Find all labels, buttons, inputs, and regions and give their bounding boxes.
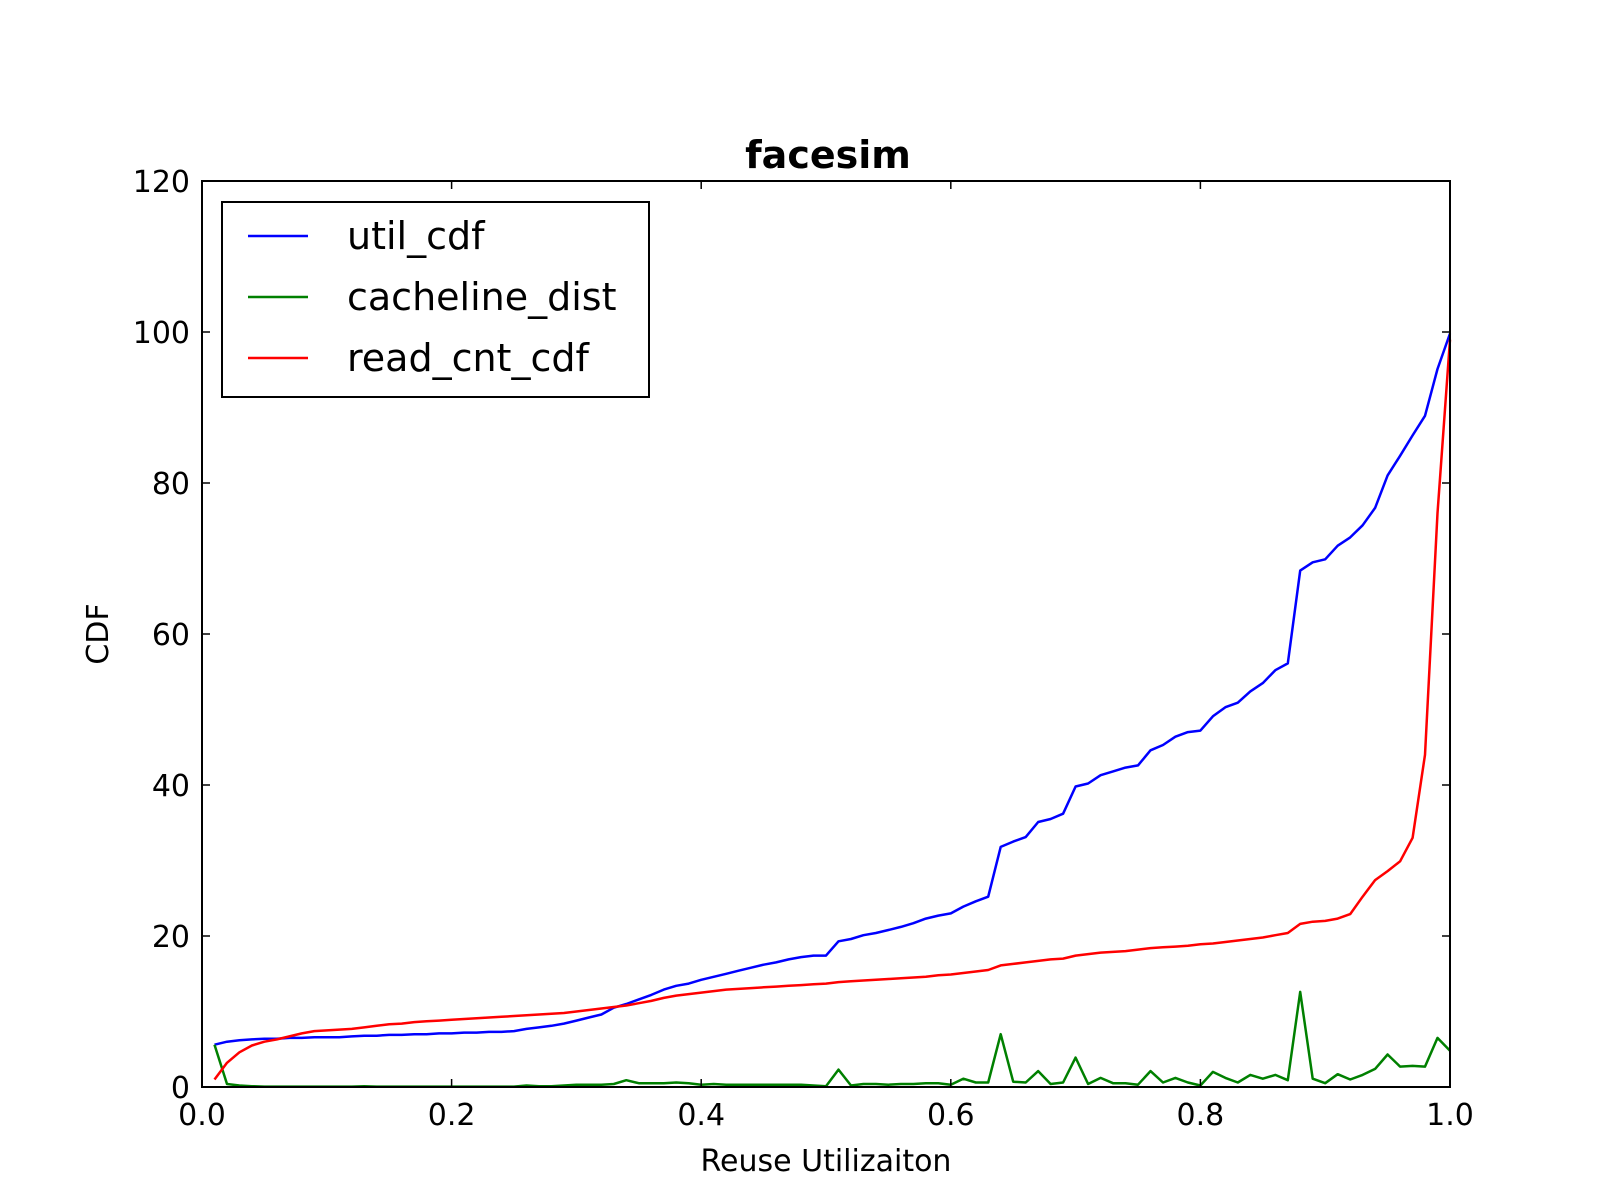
legend-label-util-cdf: util_cdf <box>347 214 486 258</box>
legend-label-read-cnt-cdf: read_cnt_cdf <box>347 336 590 380</box>
legend-box <box>221 201 650 398</box>
series-line-util-cdf <box>214 333 1452 1046</box>
x-tick-label: 0.4 <box>677 1098 725 1133</box>
y-tick-label: 40 <box>152 769 190 804</box>
series-line-cacheline-dist <box>213 990 1451 1088</box>
plot-frame <box>201 180 1451 1088</box>
series-layer <box>213 333 1452 1088</box>
x-tick-label: 0.2 <box>428 1098 476 1133</box>
x-axis-label: Reuse Utilizaiton <box>701 1144 952 1179</box>
y-tick-label: 0 <box>171 1071 190 1106</box>
y-tick-label: 80 <box>152 467 190 502</box>
y-axis-label: CDF <box>81 603 116 664</box>
ticks-layer: 0.0 0.2 0.4 0.6 0.8 1.0 0 20 40 60 80 100 120 <box>133 165 1474 1133</box>
y-tick-label: 60 <box>152 618 190 653</box>
series-line-read-cnt-cdf <box>213 339 1452 1081</box>
y-tick-label: 120 <box>133 165 190 200</box>
y-tick-label: 20 <box>152 920 190 955</box>
legend: util_cdf cacheline_dist read_cnt_cdf <box>221 201 650 398</box>
y-tick-label: 100 <box>133 316 190 351</box>
x-tick-label: 0.8 <box>1177 1098 1225 1133</box>
x-tick-label: 0.0 <box>178 1098 226 1133</box>
x-tick-label: 1.0 <box>1426 1098 1474 1133</box>
chart-title: facesim <box>745 133 911 177</box>
x-tick-label: 0.6 <box>927 1098 975 1133</box>
legend-label-cacheline-dist: cacheline_dist <box>347 275 617 319</box>
